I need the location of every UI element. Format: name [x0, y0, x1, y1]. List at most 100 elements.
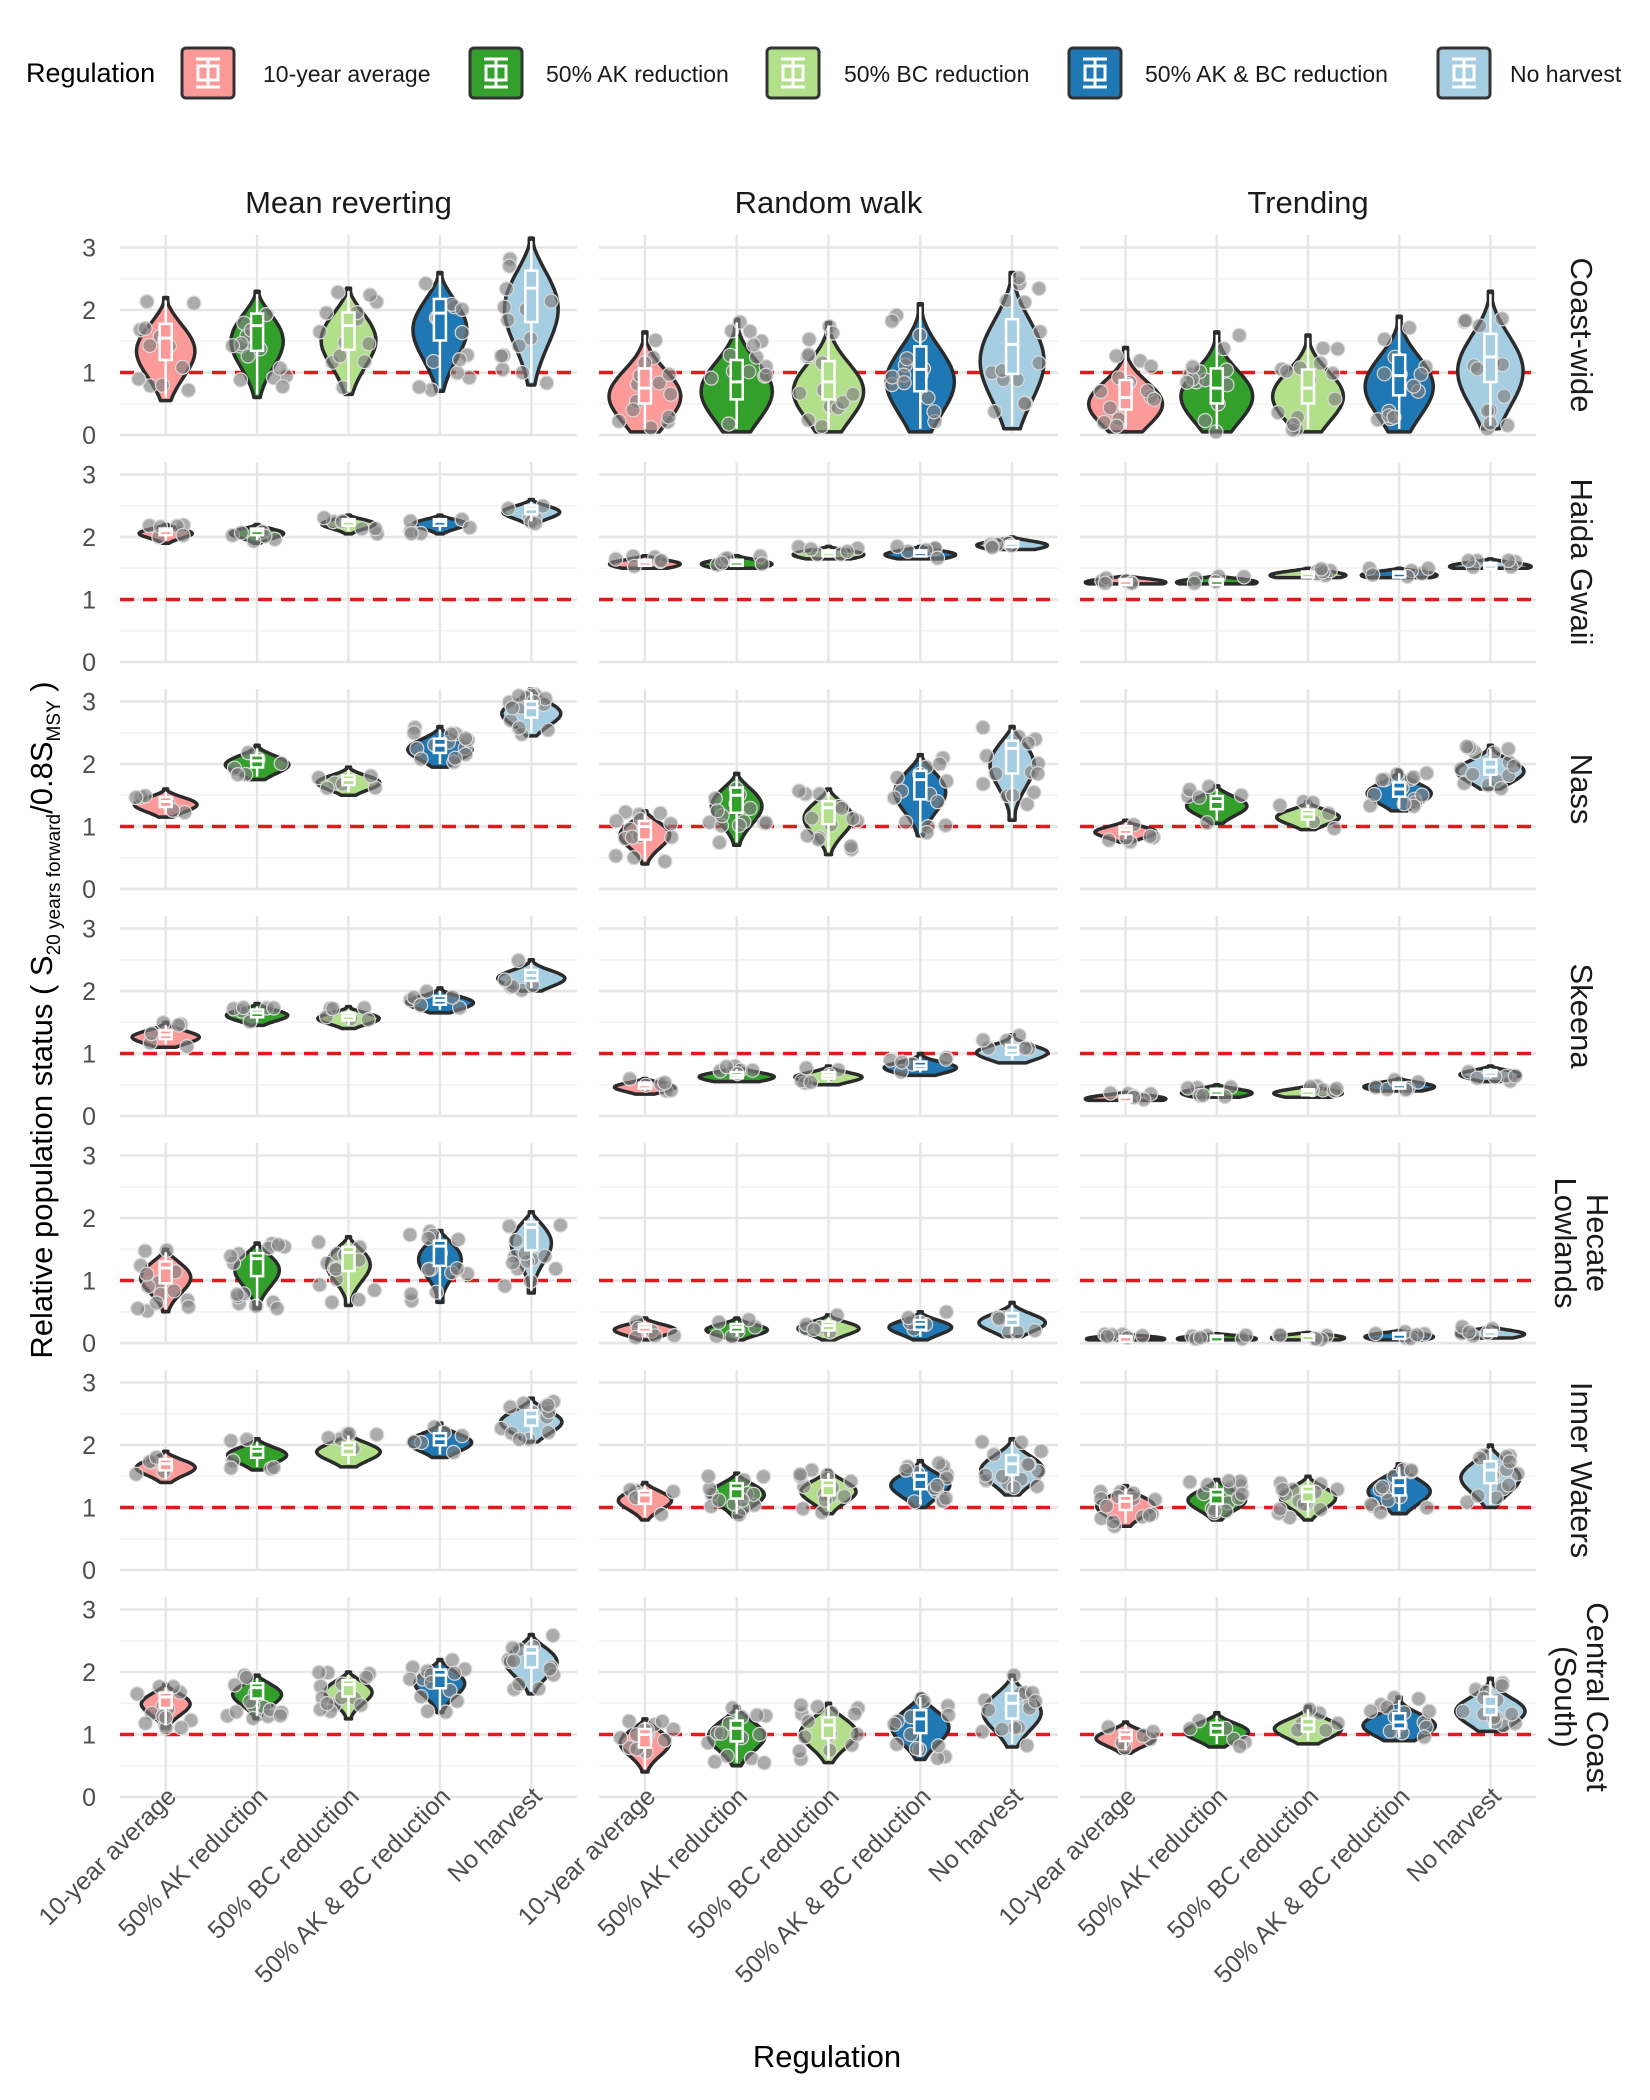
data-point [505, 1255, 521, 1271]
data-point [707, 790, 723, 807]
data-point [131, 371, 147, 387]
data-point [1461, 1324, 1477, 1340]
data-point [1100, 1719, 1116, 1735]
data-point [1471, 318, 1488, 334]
data-point [1389, 766, 1405, 782]
legend-item-no-harvest: No harvest [1436, 46, 1622, 100]
y-tick-label: 1 [82, 1268, 96, 1296]
data-point [1026, 784, 1042, 801]
data-point [1320, 805, 1337, 822]
data-point [1330, 1715, 1346, 1732]
data-point [511, 1676, 527, 1692]
row-label-haida-gwaii: Haida Gwaii [1564, 478, 1599, 645]
y-tick-label: 2 [82, 297, 96, 325]
violin-10-year-average [129, 1679, 199, 1736]
data-point [325, 1001, 341, 1017]
data-point [137, 1715, 154, 1731]
y-axis-title-sub2: MSY [44, 700, 65, 742]
violin-no-harvest [1453, 1319, 1527, 1344]
data-point [1507, 1068, 1523, 1084]
data-point [661, 409, 677, 425]
violin-10-year-average [130, 1015, 202, 1055]
box [913, 1708, 928, 1735]
data-point [814, 418, 830, 435]
row-label-coast-wide: Coast-wide [1564, 257, 1599, 412]
data-point [665, 1721, 682, 1737]
data-point [139, 294, 155, 310]
y-tick-label: 2 [82, 751, 96, 779]
data-point [731, 817, 747, 833]
data-point [804, 810, 820, 826]
violin-no-harvest [974, 1434, 1049, 1497]
panel-haida-gwaii-random-walk [599, 462, 1058, 664]
data-point [361, 336, 377, 352]
data-point [1405, 378, 1422, 394]
column-title-trending: Trending [1247, 185, 1368, 220]
panel-central-coast-south-trending [1080, 1597, 1536, 1799]
violin-50-ak-bc-reduction [883, 538, 958, 566]
data-point [129, 1686, 145, 1702]
data-point [702, 1481, 718, 1497]
data-point [406, 1434, 422, 1450]
data-point [980, 1702, 997, 1718]
violin-10-year-average [131, 294, 202, 403]
box [524, 1220, 539, 1252]
box [637, 367, 653, 405]
violin-50-ak-bc-reduction [406, 719, 476, 770]
data-point [1031, 280, 1047, 297]
data-point [657, 1075, 673, 1091]
data-point [419, 983, 435, 1000]
y-tick-label: 3 [82, 1143, 96, 1171]
data-point [1328, 1081, 1345, 1097]
violin-no-harvest [500, 497, 562, 532]
panel-coast-wide-random-walk [599, 235, 1058, 437]
data-point [423, 382, 440, 398]
data-point [497, 1278, 513, 1294]
data-point [186, 295, 202, 311]
data-point [653, 552, 669, 569]
data-point [540, 1397, 556, 1413]
data-point [1027, 1322, 1043, 1339]
data-point [930, 1738, 947, 1754]
data-point [1414, 787, 1430, 803]
legend-label: 50% AK reduction [546, 61, 729, 87]
violin-50-ak-reduction [224, 999, 290, 1030]
data-point [1386, 409, 1402, 425]
data-point [1493, 780, 1509, 797]
box [913, 1471, 928, 1491]
data-point [539, 375, 555, 391]
data-point [232, 372, 249, 388]
violin-50-bc-reduction [1272, 794, 1342, 837]
box [1300, 368, 1316, 405]
box [524, 699, 539, 719]
data-point [1016, 294, 1033, 310]
data-point [1410, 1074, 1426, 1090]
data-point [548, 1261, 564, 1277]
data-point [1315, 340, 1331, 356]
data-point [1102, 1085, 1119, 1101]
data-point [514, 365, 531, 381]
data-point [1093, 383, 1109, 400]
row-label-hecate-lowlands: Hecate [1580, 1194, 1615, 1292]
data-point [756, 1755, 772, 1771]
legend-key-box [196, 64, 220, 82]
data-point [1506, 758, 1522, 774]
data-point [155, 1015, 171, 1031]
data-point [335, 379, 351, 396]
data-point [1102, 400, 1118, 416]
box [729, 786, 744, 814]
data-point [800, 1713, 816, 1730]
data-point [413, 1688, 429, 1705]
data-point [411, 379, 427, 395]
data-point [319, 780, 335, 796]
box [1483, 1460, 1498, 1485]
data-point [834, 800, 850, 816]
panel-skeena-trending [1080, 916, 1536, 1118]
y-tick-label: 1 [82, 1041, 96, 1069]
data-point [319, 1695, 335, 1712]
violin-50-ak-bc-reduction [402, 511, 478, 542]
violin-10-year-average [1086, 345, 1165, 434]
data-point [447, 750, 463, 766]
panel-central-coast-south-mean-reverting [120, 1597, 577, 1799]
violin-10-year-average [128, 1449, 197, 1485]
